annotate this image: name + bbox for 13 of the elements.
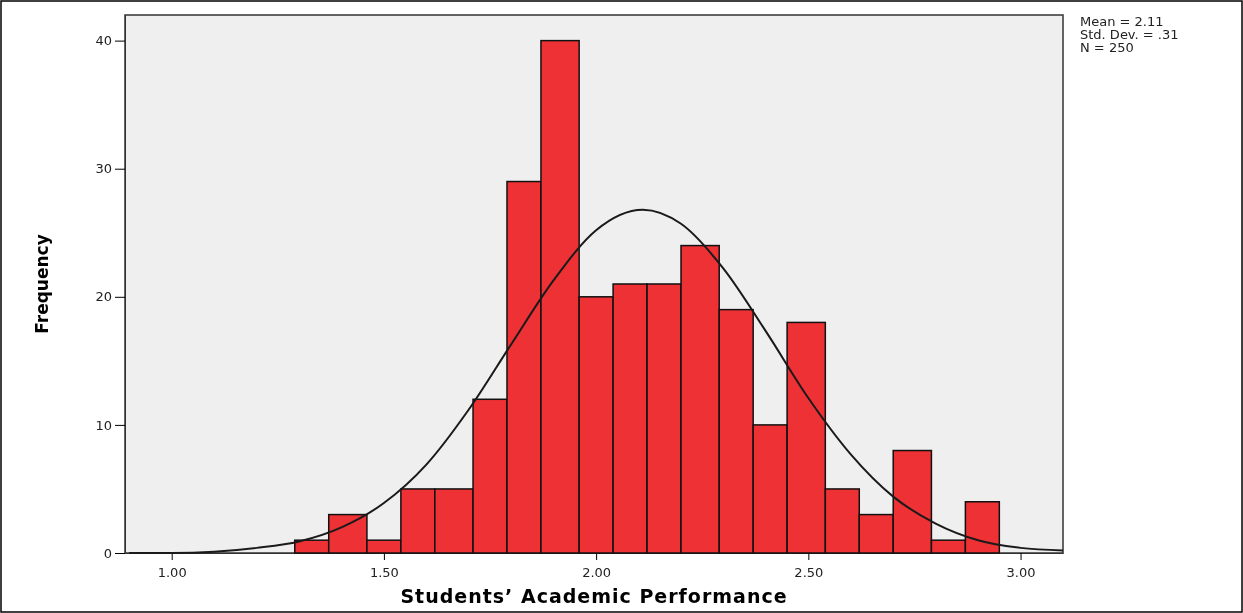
x-tick-label: 1.00 — [157, 565, 187, 581]
text: Mean = 2.11 Std. Dev. = .31 N = 250 — [1080, 14, 1179, 55]
y-tick-label: 40 — [95, 33, 112, 49]
y-axis-title: Frequency — [32, 234, 52, 334]
x-tick-label: 3.00 — [1006, 565, 1036, 581]
y-tick-label: 20 — [95, 289, 112, 305]
y-tick-label: 0 — [103, 545, 112, 561]
y-tick-label: 30 — [95, 161, 112, 177]
x-tick-label: 1.50 — [369, 565, 399, 581]
x-axis-title: Students’ Academic Performance — [400, 585, 788, 607]
x-tick-label: 2.00 — [582, 565, 612, 581]
x-tick-label: 2.50 — [794, 565, 824, 581]
y-tick-label: 10 — [95, 417, 112, 433]
